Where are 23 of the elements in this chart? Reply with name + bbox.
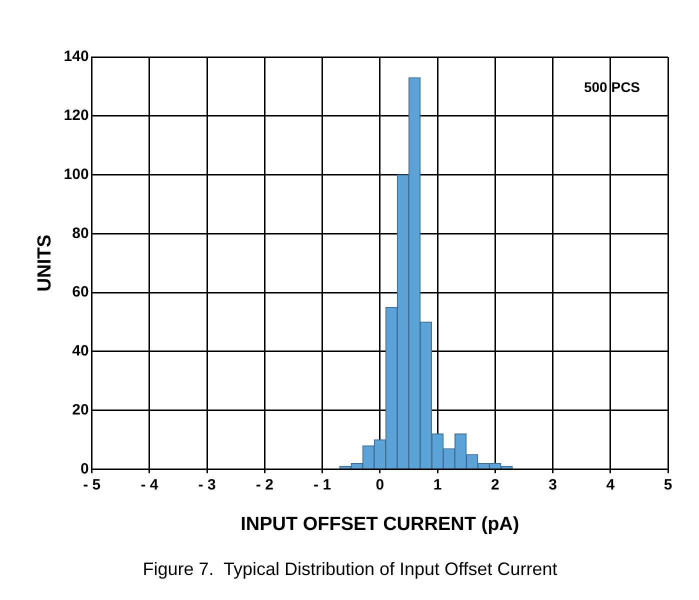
x-tick-label: 2 — [490, 476, 500, 494]
y-tick-label: 20 — [72, 401, 89, 418]
x-tick-label: 4 — [606, 476, 616, 494]
y-tick-label: 100 — [64, 166, 89, 183]
y-tick-label: 140 — [64, 48, 89, 66]
y-tick-label: 0 — [80, 460, 89, 478]
y-tick-label: 80 — [72, 224, 89, 242]
x-tick-label: 1 — [433, 476, 442, 494]
x-tick-label: - 3 — [198, 476, 216, 494]
caption: Figure 7. Typical Distribution of Input Offset Current — [142, 559, 558, 579]
y-axis-title: UNITS — [34, 234, 56, 292]
y-tick-label: 120 — [64, 107, 89, 124]
x-tick-label: - 2 — [256, 476, 274, 494]
y-tick-label: 60 — [72, 284, 89, 301]
x-tick-label: 0 — [376, 476, 384, 494]
x-tick-label: - 1 — [314, 476, 332, 494]
x-tick-label: 5 — [664, 476, 672, 494]
x-axis-title: INPUT OFFSET CURRENT (pA) — [240, 514, 520, 535]
x-tick-label: - 4 — [140, 476, 159, 494]
x-tick-label: - 5 — [83, 476, 101, 494]
annotation: 500 PCS — [584, 79, 640, 95]
x-tick-label: 3 — [548, 476, 557, 494]
y-tick-label: 40 — [72, 342, 89, 360]
